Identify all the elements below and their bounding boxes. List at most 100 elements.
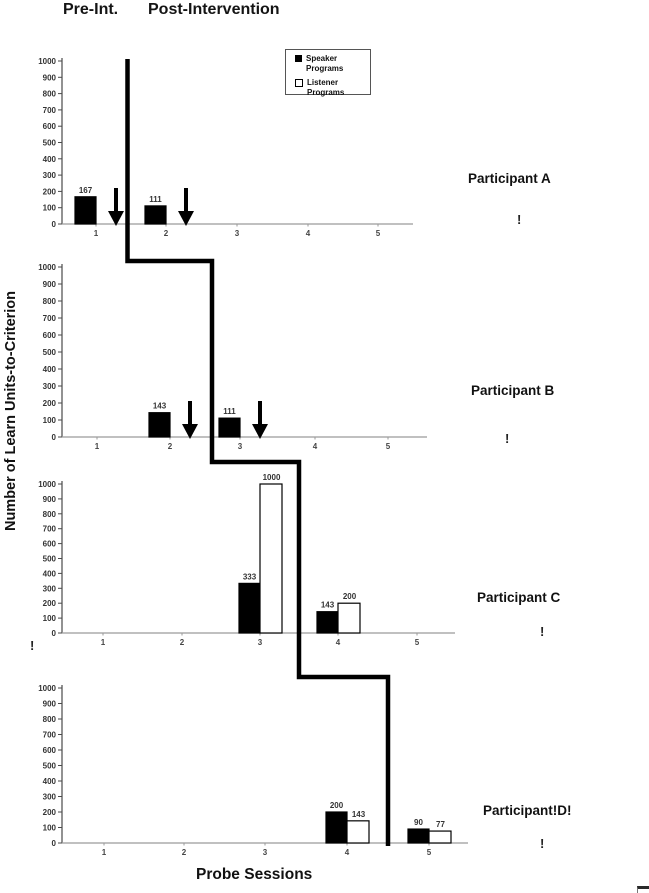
y-tick-label: 300 [43,382,57,391]
speaker-bar-value-label: 90 [414,818,423,827]
x-tick-label: 3 [263,848,268,857]
x-tick-label: 2 [182,848,187,857]
x-tick-label: 5 [427,848,432,857]
x-tick-label: 1 [95,442,100,451]
legend-entry-listener: Listener Programs [295,78,370,98]
y-tick-label: 500 [43,139,57,148]
x-tick-label: 2 [164,229,169,238]
y-tick-label: 0 [52,220,57,229]
legend-label-speaker: Speaker Programs [306,54,344,73]
listener-bar [337,602,361,634]
x-tick-label: 4 [306,229,311,238]
x-tick-label: 4 [336,638,341,647]
exclamation-mark-b: ! [505,431,510,446]
down-arrow-head-icon [252,424,268,439]
speaker-bar [238,582,261,634]
speaker-bar [144,205,167,225]
y-tick-label: 100 [43,204,57,213]
speaker-bar [148,412,171,438]
exclamation-mark-c-left: ! [30,638,35,653]
y-tick-label: 0 [52,839,57,848]
phase-label-pre-intervention: Pre-Int. [63,1,119,18]
speaker-bar-value-label: 111 [223,407,236,416]
legend-label-listener: Listener Programs [307,78,345,97]
x-tick-label: 4 [313,442,318,451]
participant-a-label: Participant A [468,171,551,186]
y-tick-label: 600 [43,331,57,340]
y-tick-label: 400 [43,155,57,164]
y-tick-label: 800 [43,510,57,519]
y-tick-label: 100 [43,824,57,833]
y-tick-label: 600 [43,540,57,549]
listener-bar-value-label: 77 [436,820,445,829]
listener-bar-value-label: 143 [352,810,366,819]
y-tick-label: 900 [43,700,57,709]
x-tick-label: 1 [94,229,99,238]
speaker-bar [407,828,430,844]
y-tick-label: 300 [43,584,57,593]
y-tick-label: 600 [43,746,57,755]
x-tick-label: 5 [386,442,391,451]
x-tick-label: 3 [235,229,240,238]
y-tick-label: 300 [43,793,57,802]
y-tick-label: 400 [43,365,57,374]
y-tick-label: 1000 [38,263,56,272]
speaker-bar-value-label: 200 [330,801,344,810]
y-tick-label: 700 [43,314,57,323]
phase-change-line [125,59,391,846]
y-tick-label: 500 [43,348,57,357]
speaker-bar [218,417,241,438]
down-arrow-head-icon [182,424,198,439]
y-tick-label: 900 [43,73,57,82]
speaker-bar-value-label: 333 [243,572,257,581]
exclamation-mark-c: ! [540,624,545,639]
down-arrow-head-icon [108,211,124,226]
participant-b-label: Participant B [471,383,555,398]
y-tick-label: 900 [43,495,57,504]
y-tick-label: 100 [43,614,57,623]
y-tick-label: 500 [43,762,57,771]
down-arrow-head-icon [178,211,194,226]
y-tick-label: 900 [43,280,57,289]
y-tick-label: 400 [43,777,57,786]
clipped-corner-box [637,886,649,893]
y-tick-label: 1000 [38,57,56,66]
y-tick-label: 700 [43,525,57,534]
legend-entry-speaker: Speaker Programs [295,54,370,74]
x-tick-label: 3 [238,442,243,451]
y-tick-label: 400 [43,569,57,578]
y-tick-label: 1000 [38,684,56,693]
x-tick-label: 2 [168,442,173,451]
legend: Speaker Programs Listener Programs [285,49,371,98]
speaker-bar [316,611,339,634]
y-tick-label: 200 [43,599,57,608]
participant-c-label: Participant C [477,590,561,605]
speaker-bar [74,196,97,225]
y-tick-label: 800 [43,297,57,306]
y-axis-title: Number of Learn Units-to-Criterion [3,290,19,532]
y-tick-label: 700 [43,731,57,740]
x-tick-label: 1 [102,848,107,857]
y-tick-label: 100 [43,416,57,425]
y-tick-label: 700 [43,106,57,115]
participant-d-label: Participant!D! [483,803,572,818]
y-tick-label: 200 [43,808,57,817]
x-tick-label: 1 [101,638,106,647]
y-tick-label: 300 [43,171,57,180]
listener-bar-value-label: 1000 [263,473,281,482]
listener-bar [346,820,370,844]
speaker-bar [325,811,348,844]
phase-label-post-intervention: Post-Intervention [148,1,280,18]
x-tick-label: 2 [180,638,185,647]
exclamation-mark-d: ! [540,836,545,851]
y-tick-label: 200 [43,399,57,408]
y-tick-label: 1000 [38,480,56,489]
listener-bar [259,483,283,634]
y-tick-label: 800 [43,90,57,99]
speaker-bar-value-label: 167 [79,186,93,195]
x-tick-label: 3 [258,638,263,647]
x-tick-label: 5 [376,229,381,238]
listener-bar-value-label: 200 [343,592,357,601]
